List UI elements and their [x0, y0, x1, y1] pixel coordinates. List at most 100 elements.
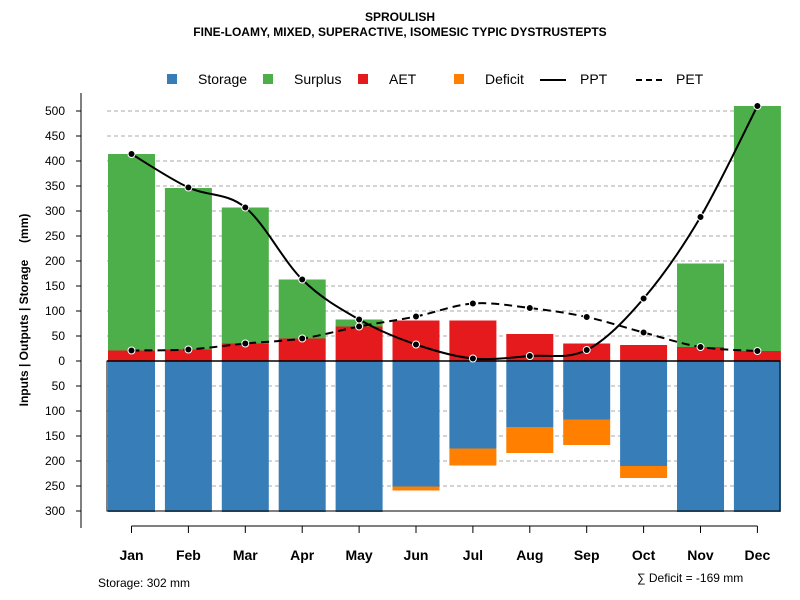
pet-point	[582, 313, 591, 321]
x-tick-label: Jun	[404, 547, 429, 563]
y-tick-label: 150	[45, 429, 65, 443]
y-tick-label: 400	[45, 154, 65, 168]
surplus-bar	[164, 188, 212, 350]
y-tick-label: 50	[52, 329, 66, 343]
storage-footer: Storage: 302 mm	[98, 576, 191, 590]
ppt-point	[298, 275, 307, 284]
y-tick-label: 100	[45, 304, 65, 318]
pet-point	[412, 312, 420, 321]
surplus-bar	[733, 106, 781, 351]
ppt-point	[753, 102, 762, 110]
aet-bar	[108, 350, 155, 361]
legend-surplus-label: Surplus	[294, 71, 342, 87]
storage-bar	[221, 361, 269, 512]
legend-pet-label: PET	[676, 71, 704, 87]
surplus-bar	[278, 279, 326, 339]
storage-bar	[506, 361, 554, 427]
ppt-point	[468, 354, 477, 363]
deficit-bar	[449, 448, 497, 466]
storage-bar	[335, 361, 383, 512]
y-tick-label: 200	[45, 454, 65, 468]
legend-surplus-swatch	[263, 74, 273, 84]
x-tick-label: Feb	[176, 547, 201, 563]
pet-point	[525, 304, 534, 312]
chart-title: SPROULISH	[364, 10, 435, 24]
surplus-bar	[108, 154, 155, 351]
x-tick-label: Jul	[463, 547, 483, 563]
storage-bar	[164, 361, 212, 512]
deficit-footer: ∑ Deficit = -169 mm	[637, 571, 744, 585]
y-tick-label: 150	[45, 279, 65, 293]
aet-bar	[449, 320, 497, 361]
storage-bar	[392, 361, 440, 487]
surplus-bar	[221, 207, 269, 344]
deficit-bar	[563, 419, 611, 445]
x-tick-label: Mar	[233, 547, 258, 563]
ppt-point	[412, 340, 420, 349]
y-axis-label: Inputs | Outputs | Storage (mm)	[17, 214, 31, 407]
pet-point	[241, 339, 250, 348]
storage-bar	[620, 361, 668, 466]
ppt-point	[355, 315, 364, 324]
storage-frame	[106, 360, 781, 512]
x-tick-label: Oct	[632, 547, 656, 563]
legend-aet-label: AET	[389, 71, 417, 87]
deficit-bar	[392, 486, 440, 491]
x-tick-label: Apr	[290, 547, 315, 563]
aet-bar	[221, 343, 269, 361]
pet-point	[468, 299, 477, 308]
x-tick-label: May	[345, 547, 372, 563]
x-tick-label: Dec	[745, 547, 771, 563]
storage-bar	[108, 361, 155, 512]
storage-bar	[449, 361, 497, 449]
ppt-point	[241, 203, 250, 212]
x-tick-label: Sep	[574, 547, 600, 563]
pet-point	[753, 347, 762, 355]
storage-bar	[677, 361, 724, 512]
pet-point	[184, 345, 193, 354]
legend-storage-label: Storage	[198, 71, 248, 87]
storage-bar	[563, 361, 611, 420]
legend-storage-swatch	[167, 74, 177, 84]
pet-point	[639, 328, 648, 337]
legend-ppt-line	[540, 79, 566, 81]
aet-bar	[278, 338, 326, 361]
ppt-point	[127, 150, 136, 158]
pet-point	[355, 322, 364, 331]
legend-deficit-swatch	[454, 74, 464, 84]
deficit-bar	[620, 466, 668, 478]
ppt-point	[582, 346, 591, 354]
legend-ppt-label: PPT	[580, 71, 608, 87]
legend-deficit-label: Deficit	[485, 71, 524, 87]
y-tick-label: 100	[45, 404, 65, 418]
aet-bar	[733, 351, 781, 361]
deficit-bar	[506, 427, 554, 453]
x-tick-label: Nov	[687, 547, 714, 563]
y-tick-label: 300	[45, 504, 65, 518]
storage-bar	[278, 361, 326, 512]
pet-point	[127, 346, 136, 355]
y-tick-label: 450	[45, 129, 65, 143]
legend-pet-line	[636, 79, 662, 81]
y-tick-label: 500	[45, 104, 65, 118]
pet-line	[131, 302, 758, 352]
pet-point	[696, 343, 705, 351]
aet-bar	[335, 326, 383, 361]
legend: Storage Surplus AET Deficit PPT PET	[0, 70, 800, 90]
legend-aet-swatch	[358, 74, 368, 84]
ppt-line	[130, 105, 759, 361]
ppt-point	[696, 213, 705, 221]
x-tick-label: Aug	[516, 547, 543, 563]
y-tick-label: 0	[58, 354, 65, 368]
aet-bar	[677, 347, 724, 361]
ppt-point	[184, 183, 193, 192]
ppt-point	[639, 294, 648, 303]
chart-subtitle: FINE-LOAMY, MIXED, SUPERACTIVE, ISOMESIC…	[193, 25, 607, 39]
surplus-bar	[677, 263, 724, 347]
storage-bar	[733, 361, 781, 512]
aet-bar	[164, 349, 212, 361]
pet-point	[298, 334, 307, 343]
y-tick-label: 250	[45, 229, 65, 243]
y-tick-label: 200	[45, 254, 65, 268]
